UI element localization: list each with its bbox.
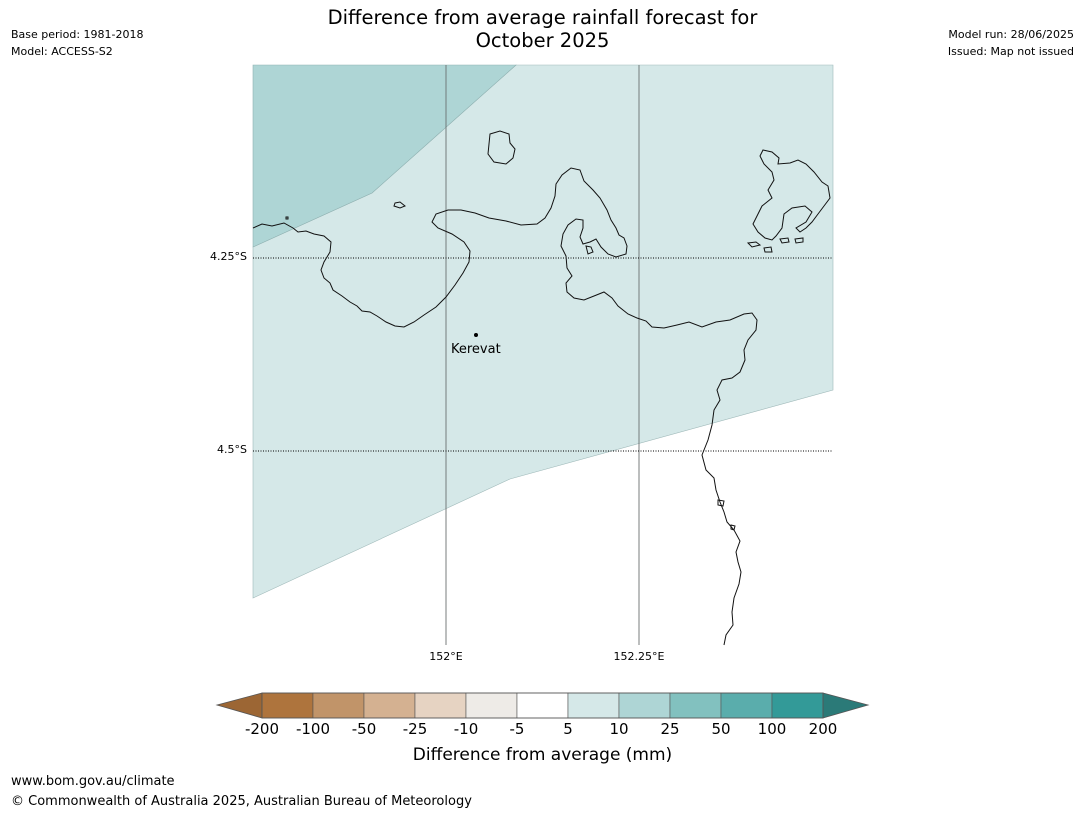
map-title: Difference from average rainfall forecas… <box>0 6 1085 52</box>
model-run: Model run: 28/06/2025 <box>948 28 1074 41</box>
island-north <box>487 130 516 165</box>
lon-label-152-25: 152.25°E <box>613 650 665 663</box>
footer-url[interactable]: www.bom.gov.au/climate <box>11 774 175 789</box>
islet-east-4 <box>794 237 804 244</box>
colorbar-cell <box>516 692 569 719</box>
kerevat-marker-icon <box>474 333 478 337</box>
title-line-1: Difference from average rainfall forecas… <box>327 6 758 29</box>
colorbar-tick-label: 10 <box>609 720 629 738</box>
footer-copyright: © Commonwealth of Australia 2025, Austra… <box>11 794 472 809</box>
colorbar-tick-label: 50 <box>711 720 731 738</box>
colorbar-cell <box>771 692 824 719</box>
colorbar-tick-label: -50 <box>351 720 377 738</box>
coastline-main <box>252 167 758 646</box>
colorbar-tick-label: 100 <box>757 720 787 738</box>
colorbar-cell <box>414 692 467 719</box>
colorbar-extend-high <box>822 692 870 719</box>
islet-east-3 <box>779 237 790 244</box>
colorbar-extend-low <box>215 692 263 719</box>
issued-status: Issued: Map not issued <box>947 45 1074 58</box>
region-10-25 <box>252 64 517 248</box>
colorbar-cell <box>720 692 773 719</box>
duke-of-york-islands <box>752 149 831 241</box>
islet-dot <box>285 216 289 220</box>
model-name: Model: ACCESS-S2 <box>11 45 113 58</box>
colorbar-tick-label: -10 <box>453 720 479 738</box>
map-frame <box>252 64 834 645</box>
colorbar-tick-label: -100 <box>295 720 331 738</box>
colorbar-cell <box>363 692 416 719</box>
meta-left: Base period: 1981-2018 Model: ACCESS-S2 <box>11 26 143 60</box>
islet-east-2 <box>763 246 773 253</box>
title-line-2: October 2025 <box>475 29 610 52</box>
colorbar-tick-label: 5 <box>563 720 573 738</box>
place-label-kerevat: Kerevat <box>451 342 501 357</box>
colorbar-cells <box>261 692 824 719</box>
base-period: Base period: 1981-2018 <box>11 28 144 41</box>
colorbar-tick-label: 25 <box>660 720 680 738</box>
colorbar-tick-label: -25 <box>402 720 428 738</box>
colorbar-tick-label: -5 <box>509 720 525 738</box>
coastlines <box>252 130 831 646</box>
meta-right: Model run: 28/06/2025 Issued: Map not is… <box>948 26 1074 60</box>
colorbar-tick-label: -200 <box>244 720 280 738</box>
colorbar-cell <box>618 692 671 719</box>
lon-label-152: 152°E <box>429 650 463 663</box>
colorbar-cell <box>567 692 620 719</box>
colorbar <box>215 692 870 719</box>
islet-east-5 <box>717 499 725 507</box>
islet-west <box>393 201 406 209</box>
colorbar-cell <box>261 692 314 719</box>
islet-east-1 <box>746 241 762 248</box>
islet-east-6 <box>730 524 736 531</box>
colorbar-tick-label: 200 <box>808 720 838 738</box>
lat-label-4-5: 4.5°S <box>217 443 247 456</box>
lat-label-4-25: 4.25°S <box>210 250 247 263</box>
colorbar-label: Difference from average (mm) <box>412 745 673 765</box>
colorbar-cell <box>312 692 365 719</box>
colorbar-outline <box>261 692 824 719</box>
inner-islet <box>585 245 594 255</box>
colorbar-cell <box>465 692 518 719</box>
colorbar-cell <box>669 692 722 719</box>
